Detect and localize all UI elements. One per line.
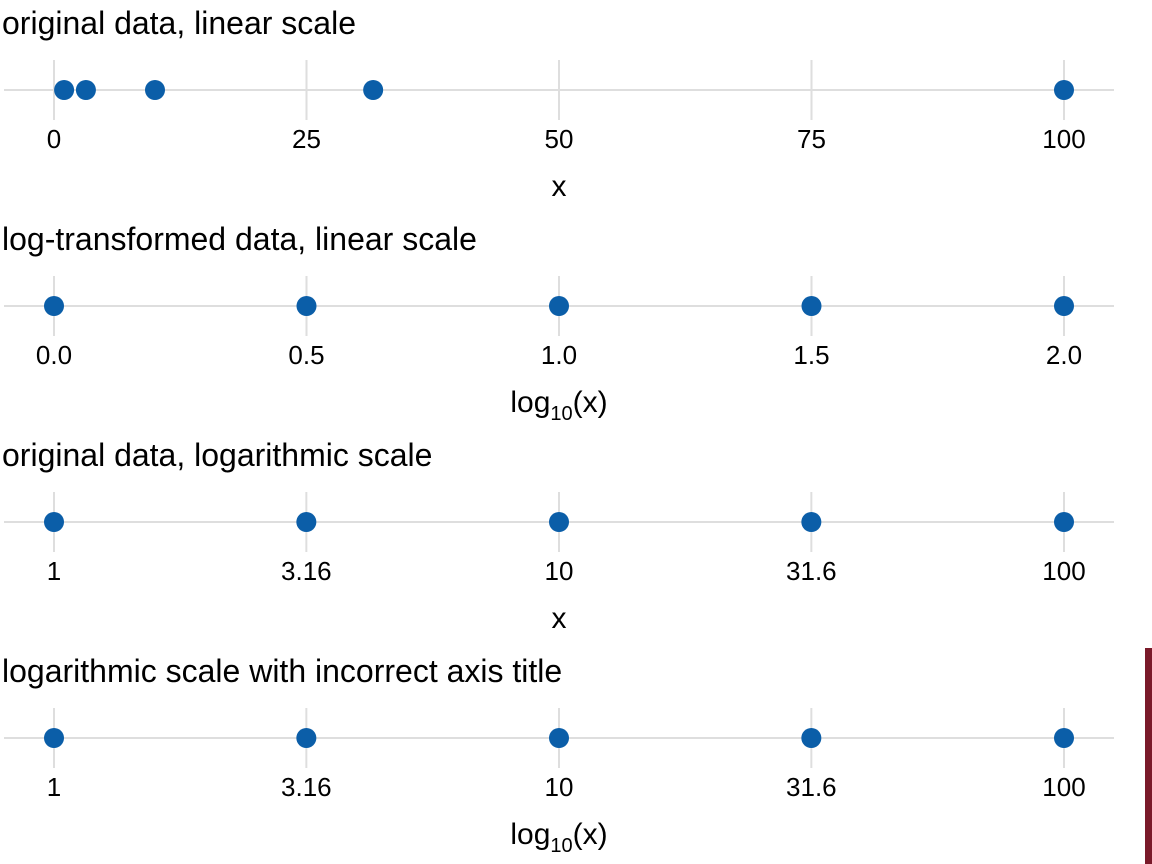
x-axis-title-main: x [552, 170, 567, 203]
data-point [44, 296, 64, 316]
tick-label: 25 [292, 124, 321, 154]
data-point [549, 728, 569, 748]
x-axis-title: log10(x) [510, 818, 607, 857]
panel-title: original data, linear scale [2, 5, 356, 41]
x-axis-title-subscript: 10 [550, 403, 572, 425]
tick-label: 2.0 [1046, 340, 1082, 370]
data-point [363, 80, 384, 100]
data-point [44, 512, 64, 532]
tick-label: 1 [47, 772, 61, 802]
x-axis-title-main: log [510, 386, 550, 419]
tick-label: 0.5 [288, 340, 324, 370]
data-point [801, 296, 822, 316]
x-axis-title-tail: (x) [573, 818, 608, 851]
tick-label: 0.0 [36, 340, 72, 370]
panel-title: original data, logarithmic scale [2, 437, 432, 473]
x-axis-title: x [552, 170, 567, 203]
data-point [296, 728, 317, 748]
x-axis-title: x [552, 602, 567, 635]
tick-label: 100 [1042, 772, 1085, 802]
tick-label: 3.16 [281, 556, 332, 586]
tick-label: 31.6 [786, 556, 837, 586]
incorrect-panel-marker [1145, 648, 1152, 864]
tick-label: 0 [47, 124, 61, 154]
tick-label: 50 [545, 124, 574, 154]
data-point [549, 512, 569, 532]
tick-label: 1 [47, 556, 61, 586]
tick-label: 3.16 [281, 772, 332, 802]
tick-label: 10 [545, 772, 574, 802]
x-axis-title-main: log [510, 818, 550, 851]
tick-label: 1.0 [541, 340, 577, 370]
panel-title: logarithmic scale with incorrect axis ti… [2, 653, 562, 689]
data-point [54, 80, 75, 100]
data-point [1054, 728, 1074, 748]
x-axis-title-tail: (x) [573, 386, 608, 419]
data-point [1054, 512, 1074, 532]
data-point [1054, 80, 1074, 100]
x-axis-title-main: x [552, 602, 567, 635]
tick-label: 75 [797, 124, 826, 154]
x-axis-title: log10(x) [510, 386, 607, 425]
x-axis-title-subscript: 10 [550, 835, 572, 857]
data-point [44, 728, 64, 748]
data-point [296, 296, 317, 316]
tick-label: 10 [545, 556, 574, 586]
panel-title: log-transformed data, linear scale [2, 221, 477, 257]
data-point [549, 296, 569, 316]
tick-label: 31.6 [786, 772, 837, 802]
data-point [145, 80, 165, 100]
data-point [801, 728, 822, 748]
data-point [1054, 296, 1074, 316]
tick-label: 100 [1042, 556, 1085, 586]
data-point [801, 512, 822, 532]
tick-label: 100 [1042, 124, 1085, 154]
tick-label: 1.5 [793, 340, 829, 370]
data-point [296, 512, 317, 532]
data-point [75, 80, 96, 100]
